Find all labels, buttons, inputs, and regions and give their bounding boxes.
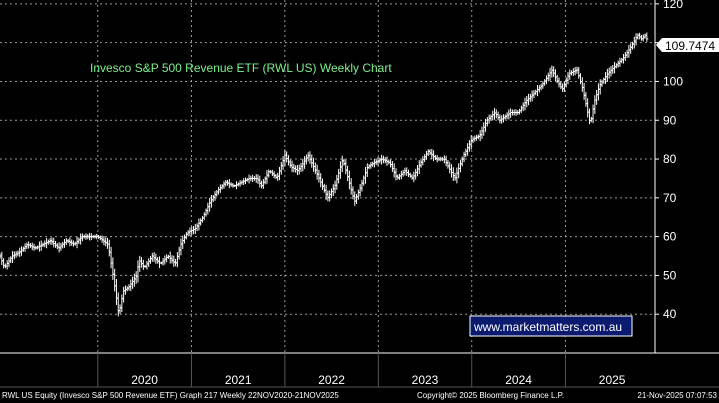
y-tick-label: 70 xyxy=(663,191,677,205)
last-price-tag-bg xyxy=(656,38,719,52)
x-tick-label: 2021 xyxy=(225,373,252,387)
watermark-box: www.marketmatters.com.au xyxy=(469,315,633,337)
chart-title: Invesco S&P 500 Revenue ETF (RWL US) Wee… xyxy=(90,61,392,75)
watermark-url: www.marketmatters.com.au xyxy=(473,320,622,334)
y-tick-label: 120 xyxy=(663,0,683,11)
footer-right: 21-Nov-2025 07:07:53 xyxy=(637,391,717,400)
footer-left: RWL US Equity (Invesco S&P 500 Revenue E… xyxy=(2,391,339,400)
y-tick-label: 40 xyxy=(663,307,677,321)
x-tick-label: 2020 xyxy=(131,373,158,387)
x-tick-label: 2025 xyxy=(599,373,626,387)
y-tick-label: 50 xyxy=(663,268,677,282)
y-tick-label: 90 xyxy=(663,113,677,127)
ohlc-bars xyxy=(0,32,649,317)
last-price-label: 109.7474 xyxy=(665,39,715,53)
x-tick-label: 2023 xyxy=(412,373,439,387)
y-tick-label: 60 xyxy=(663,230,677,244)
y-tick-label: 100 xyxy=(663,74,683,88)
y-tick-label: 80 xyxy=(663,152,677,166)
last-price-tag: 109.7474 xyxy=(656,38,719,53)
x-axis-ticks: 2020 2021 2022 2023 2024 2025 xyxy=(97,353,626,387)
x-tick-label: 2024 xyxy=(505,373,532,387)
footer-center: Copyright© 2025 Bloomberg Finance L.P. xyxy=(417,391,564,400)
watermark-frame xyxy=(469,315,633,337)
x-tick-label: 2022 xyxy=(318,373,345,387)
